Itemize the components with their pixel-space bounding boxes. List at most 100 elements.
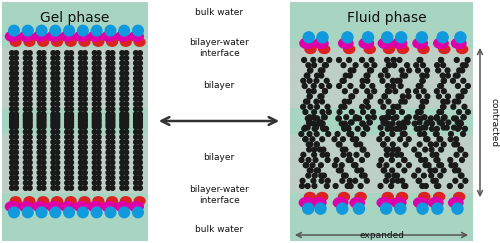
Circle shape xyxy=(120,97,124,101)
Circle shape xyxy=(308,168,312,173)
Circle shape xyxy=(110,114,115,119)
Circle shape xyxy=(78,102,83,106)
Circle shape xyxy=(449,163,454,168)
Circle shape xyxy=(106,170,110,175)
Circle shape xyxy=(448,184,452,188)
Ellipse shape xyxy=(454,192,464,201)
Circle shape xyxy=(51,56,56,61)
Circle shape xyxy=(336,84,342,88)
Circle shape xyxy=(69,145,73,149)
Circle shape xyxy=(10,51,14,55)
Circle shape xyxy=(96,51,101,55)
Circle shape xyxy=(312,89,316,94)
Circle shape xyxy=(78,140,83,144)
Circle shape xyxy=(51,87,56,91)
Circle shape xyxy=(432,203,443,214)
Circle shape xyxy=(96,66,101,71)
Text: bilayer-water
interface: bilayer-water interface xyxy=(189,38,249,58)
Circle shape xyxy=(360,121,364,126)
Circle shape xyxy=(312,173,317,178)
Circle shape xyxy=(134,130,138,134)
Circle shape xyxy=(64,56,70,61)
Circle shape xyxy=(82,92,87,96)
Ellipse shape xyxy=(19,202,33,212)
Circle shape xyxy=(124,170,128,175)
Circle shape xyxy=(69,130,73,134)
Circle shape xyxy=(55,61,60,66)
Circle shape xyxy=(306,142,311,147)
Circle shape xyxy=(78,107,83,111)
Ellipse shape xyxy=(38,197,48,205)
Circle shape xyxy=(82,170,87,175)
Circle shape xyxy=(14,87,18,91)
Circle shape xyxy=(24,186,28,190)
Circle shape xyxy=(318,120,322,125)
Circle shape xyxy=(92,87,97,91)
Circle shape xyxy=(96,145,101,149)
Circle shape xyxy=(425,120,430,125)
Circle shape xyxy=(391,147,396,152)
Circle shape xyxy=(55,51,60,55)
Circle shape xyxy=(398,126,402,131)
Circle shape xyxy=(78,145,83,149)
Circle shape xyxy=(14,102,18,106)
Circle shape xyxy=(308,68,313,73)
Circle shape xyxy=(355,168,360,173)
Circle shape xyxy=(442,78,446,83)
Circle shape xyxy=(335,132,340,136)
Circle shape xyxy=(134,181,138,185)
Circle shape xyxy=(320,68,325,73)
Circle shape xyxy=(10,145,14,149)
Circle shape xyxy=(416,94,421,99)
Circle shape xyxy=(306,89,312,94)
Circle shape xyxy=(82,51,87,55)
Circle shape xyxy=(346,126,351,131)
Circle shape xyxy=(42,165,46,170)
Circle shape xyxy=(349,94,354,99)
Circle shape xyxy=(459,94,464,99)
Circle shape xyxy=(14,150,18,155)
Circle shape xyxy=(370,84,374,88)
Circle shape xyxy=(398,84,403,88)
Circle shape xyxy=(321,147,326,152)
Circle shape xyxy=(42,92,46,96)
Circle shape xyxy=(96,87,101,91)
Circle shape xyxy=(24,81,28,86)
Circle shape xyxy=(393,89,398,94)
Circle shape xyxy=(106,135,110,139)
Ellipse shape xyxy=(10,197,21,205)
Circle shape xyxy=(394,115,399,120)
Circle shape xyxy=(96,61,101,66)
Circle shape xyxy=(82,160,87,165)
Circle shape xyxy=(10,170,14,175)
Circle shape xyxy=(78,130,83,134)
Circle shape xyxy=(312,84,316,88)
Circle shape xyxy=(42,56,46,61)
Circle shape xyxy=(428,142,433,147)
Circle shape xyxy=(458,120,462,125)
Circle shape xyxy=(51,112,56,116)
Circle shape xyxy=(308,142,313,147)
Circle shape xyxy=(106,97,110,101)
Circle shape xyxy=(92,122,97,127)
Circle shape xyxy=(304,99,308,104)
Circle shape xyxy=(78,117,83,122)
Circle shape xyxy=(378,99,383,104)
Circle shape xyxy=(386,110,391,114)
Circle shape xyxy=(42,71,46,76)
Circle shape xyxy=(458,173,463,178)
Circle shape xyxy=(10,165,14,170)
Circle shape xyxy=(64,102,70,106)
Circle shape xyxy=(69,117,73,122)
Circle shape xyxy=(10,155,14,160)
Circle shape xyxy=(96,130,101,134)
Circle shape xyxy=(364,73,369,78)
Circle shape xyxy=(424,121,429,126)
Circle shape xyxy=(399,99,404,104)
Circle shape xyxy=(312,63,316,68)
Circle shape xyxy=(424,68,430,73)
Circle shape xyxy=(324,184,330,188)
Circle shape xyxy=(353,63,358,68)
Circle shape xyxy=(92,160,97,165)
Circle shape xyxy=(315,203,326,214)
